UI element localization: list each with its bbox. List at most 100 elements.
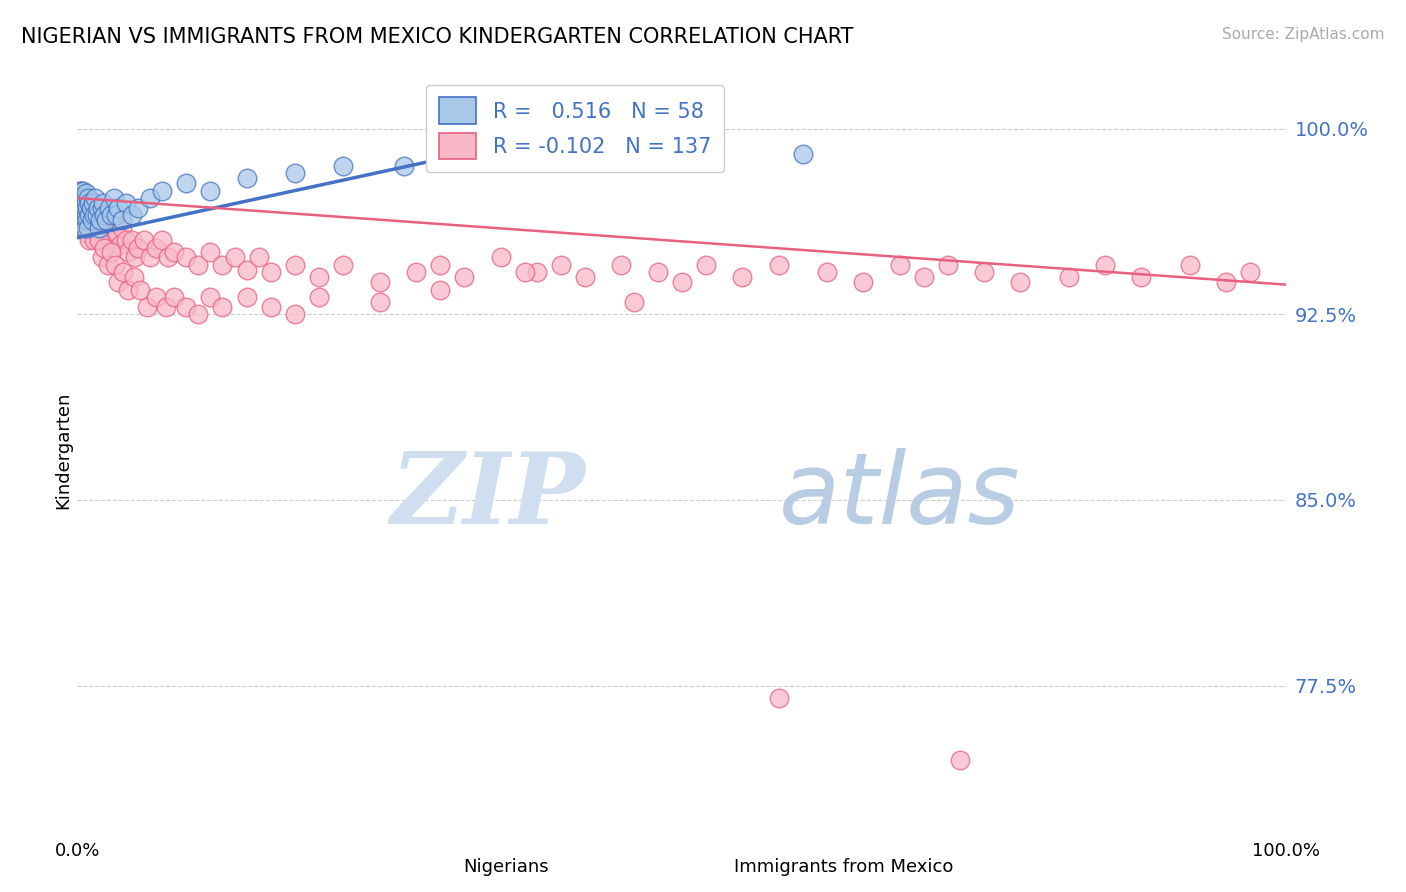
Point — [75, 196, 97, 211]
Y-axis label: Kindergarten: Kindergarten — [53, 392, 72, 509]
Point — [107, 201, 129, 215]
Point — [973, 265, 995, 279]
Point — [1239, 265, 1261, 279]
Point — [79, 208, 101, 222]
Point — [79, 208, 101, 222]
Point — [1094, 258, 1116, 272]
Point — [936, 258, 959, 272]
Point — [145, 290, 167, 304]
Point — [157, 251, 180, 265]
Point — [127, 201, 149, 215]
Point — [87, 220, 110, 235]
Point — [86, 208, 108, 222]
Point — [247, 251, 270, 265]
Point — [69, 191, 91, 205]
Point — [77, 191, 100, 205]
Point — [308, 270, 330, 285]
Point — [86, 226, 108, 240]
Point — [93, 241, 115, 255]
Point — [70, 196, 93, 211]
Point — [77, 213, 100, 227]
Point — [127, 241, 149, 255]
Point — [79, 196, 101, 211]
Point — [80, 213, 103, 227]
Point — [84, 208, 107, 222]
Legend: R =   0.516   N = 58, R = -0.102   N = 137: R = 0.516 N = 58, R = -0.102 N = 137 — [426, 85, 724, 172]
Point — [105, 226, 128, 240]
Point — [69, 201, 91, 215]
Point — [429, 258, 451, 272]
Point — [121, 208, 143, 222]
Point — [103, 233, 125, 247]
Point — [912, 270, 935, 285]
Point — [80, 213, 103, 227]
Point — [76, 220, 98, 235]
Text: Nigerians: Nigerians — [464, 858, 548, 876]
Point — [83, 201, 105, 215]
Point — [70, 191, 93, 205]
Point — [79, 220, 101, 235]
Point — [105, 208, 128, 222]
Point — [90, 201, 112, 215]
Point — [79, 220, 101, 235]
Point — [72, 201, 94, 215]
Point — [72, 198, 94, 212]
Point — [104, 258, 127, 272]
Point — [73, 196, 96, 211]
Point — [200, 184, 222, 198]
Point — [77, 220, 100, 235]
Point — [284, 166, 307, 180]
Point — [453, 270, 475, 285]
Point — [332, 159, 354, 173]
Point — [91, 196, 114, 211]
Point — [284, 307, 307, 321]
Point — [73, 220, 96, 235]
Point — [852, 275, 875, 289]
Point — [768, 690, 790, 705]
Point — [211, 258, 233, 272]
Point — [121, 233, 143, 247]
Point — [174, 300, 197, 314]
Text: Source: ZipAtlas.com: Source: ZipAtlas.com — [1222, 27, 1385, 42]
Point — [73, 208, 96, 222]
Point — [70, 201, 93, 215]
Point — [187, 307, 209, 321]
Point — [67, 184, 90, 198]
Point — [155, 300, 177, 314]
Point — [70, 208, 93, 222]
Point — [76, 213, 98, 227]
Point — [1215, 275, 1237, 289]
Point — [129, 283, 152, 297]
Point — [145, 241, 167, 255]
Point — [108, 238, 131, 252]
Point — [76, 201, 98, 215]
Point — [1130, 270, 1153, 285]
Point — [75, 191, 97, 205]
Point — [647, 265, 669, 279]
Point — [132, 233, 155, 247]
Point — [103, 191, 125, 205]
Point — [69, 191, 91, 205]
Point — [97, 201, 120, 215]
Point — [260, 265, 283, 279]
Point — [100, 220, 122, 235]
Point — [77, 213, 100, 227]
Point — [174, 251, 197, 265]
Point — [96, 213, 118, 227]
Point — [87, 233, 110, 247]
Point — [815, 265, 838, 279]
Point — [87, 233, 110, 247]
Point — [70, 196, 93, 211]
Point — [792, 146, 814, 161]
Point — [82, 196, 104, 211]
Point — [526, 146, 548, 161]
Point — [72, 220, 94, 235]
Point — [163, 290, 186, 304]
Point — [308, 290, 330, 304]
Point — [80, 208, 103, 222]
Point — [96, 213, 118, 227]
Point — [235, 262, 257, 277]
Point — [260, 300, 283, 314]
Point — [405, 265, 427, 279]
Point — [77, 196, 100, 211]
